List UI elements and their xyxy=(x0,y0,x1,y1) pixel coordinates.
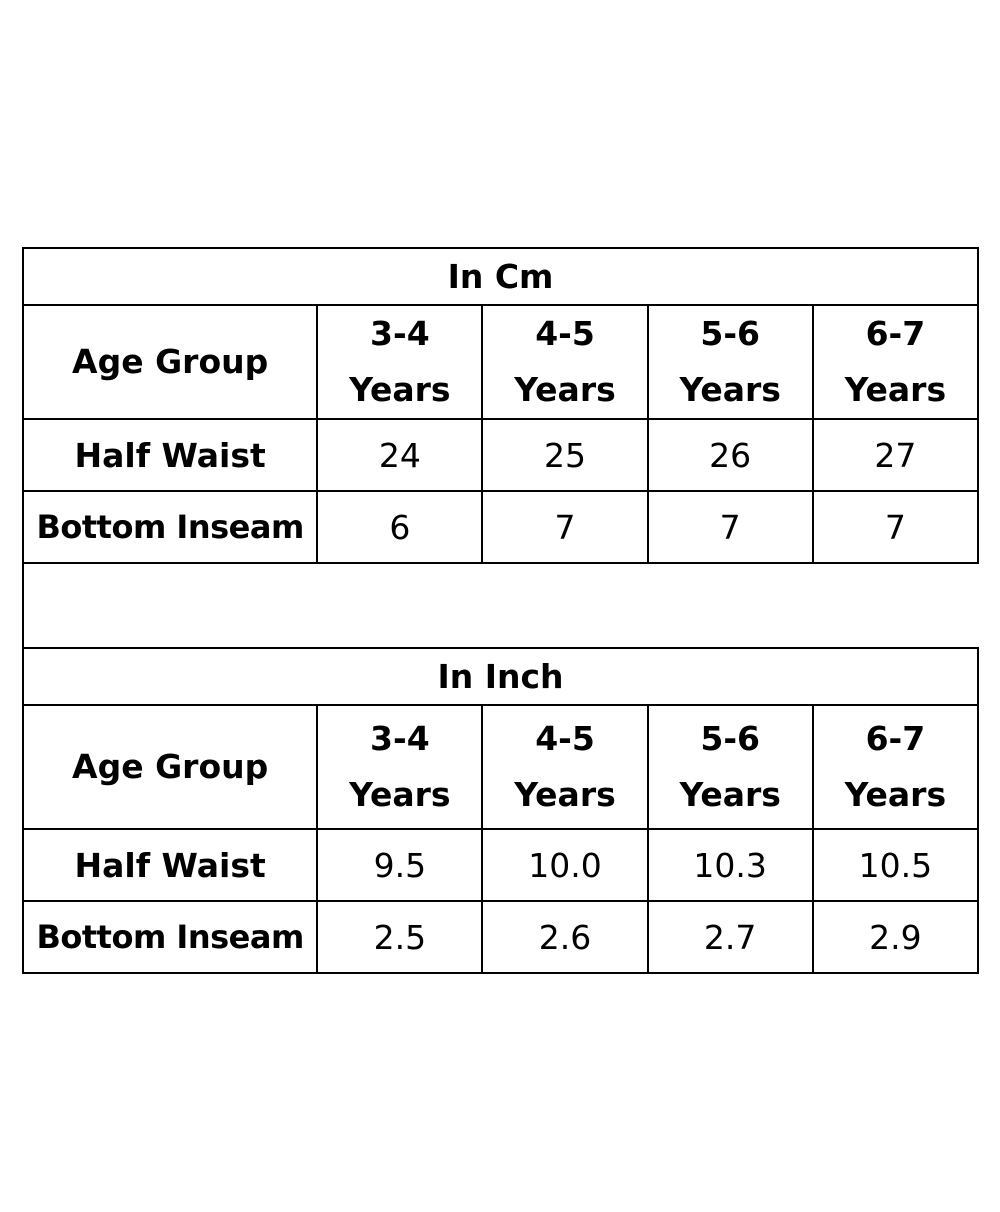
table-cell: 6 xyxy=(316,490,484,564)
table-cell: 7 xyxy=(646,490,814,564)
table-cell: 9.5 xyxy=(316,828,484,902)
table-row: Bottom Inseam 2.5 2.6 2.7 2.9 xyxy=(21,900,980,974)
age-range: 4-5 xyxy=(535,719,595,758)
table-title: In Inch xyxy=(22,647,979,706)
header-label: Age Group xyxy=(21,304,319,420)
size-chart: In Cm Age Group 3-4 Years 4-5 Years 5-6 … xyxy=(21,247,980,974)
table-cell: 10.5 xyxy=(811,828,980,902)
age-unit: Years xyxy=(514,775,616,814)
age-group-header: 4-5 Years xyxy=(481,704,649,830)
age-range: 3-4 xyxy=(370,314,430,353)
row-label: Bottom Inseam xyxy=(21,490,319,564)
table-cell: 2.6 xyxy=(481,900,649,974)
table-title: In Cm xyxy=(22,247,979,306)
table-row: Bottom Inseam 6 7 7 7 xyxy=(21,490,980,564)
table-cell: 24 xyxy=(316,418,484,492)
table-divider-space xyxy=(22,559,979,648)
table-row: Half Waist 9.5 10.0 10.3 10.5 xyxy=(21,828,980,902)
table-cell: 26 xyxy=(646,418,814,492)
inch-size-table: In Inch Age Group 3-4 Years 4-5 Years 5-… xyxy=(21,647,980,974)
row-label: Half Waist xyxy=(21,418,319,492)
table-row: Half Waist 24 25 26 27 xyxy=(21,418,980,492)
age-range: 4-5 xyxy=(535,314,595,353)
age-range: 6-7 xyxy=(865,719,926,758)
age-group-header: 3-4 Years xyxy=(316,704,484,830)
age-group-header: 5-6 Years xyxy=(646,704,814,830)
table-title-row: In Inch xyxy=(22,647,979,706)
table-cell: 25 xyxy=(481,418,649,492)
age-range: 5-6 xyxy=(700,314,760,353)
age-group-header: 6-7 Years xyxy=(811,704,980,830)
age-group-header: 4-5 Years xyxy=(481,304,649,420)
table-cell: 7 xyxy=(811,490,980,564)
age-unit: Years xyxy=(679,370,781,409)
table-cell: 2.5 xyxy=(316,900,484,974)
table-cell: 10.0 xyxy=(481,828,649,902)
table-cell: 7 xyxy=(481,490,649,564)
age-unit: Years xyxy=(679,775,781,814)
table-cell: 27 xyxy=(811,418,980,492)
cm-size-table: In Cm Age Group 3-4 Years 4-5 Years 5-6 … xyxy=(21,247,980,564)
age-group-header: 3-4 Years xyxy=(316,304,484,420)
table-cell: 2.7 xyxy=(646,900,814,974)
age-group-header: 5-6 Years xyxy=(646,304,814,420)
age-unit: Years xyxy=(349,370,451,409)
table-cell: 10.3 xyxy=(646,828,814,902)
table-title-row: In Cm xyxy=(22,247,979,306)
age-unit: Years xyxy=(844,775,947,814)
age-range: 6-7 xyxy=(865,314,926,353)
age-range: 3-4 xyxy=(370,719,430,758)
row-label: Half Waist xyxy=(21,828,319,902)
header-label: Age Group xyxy=(21,704,319,830)
age-range: 5-6 xyxy=(700,719,760,758)
table-header-row: Age Group 3-4 Years 4-5 Years 5-6 Years … xyxy=(21,704,980,830)
age-group-header: 6-7 Years xyxy=(811,304,980,420)
age-unit: Years xyxy=(514,370,616,409)
age-unit: Years xyxy=(844,370,947,409)
table-header-row: Age Group 3-4 Years 4-5 Years 5-6 Years … xyxy=(21,304,980,420)
row-label: Bottom Inseam xyxy=(21,900,319,974)
age-unit: Years xyxy=(349,775,451,814)
table-cell: 2.9 xyxy=(811,900,980,974)
